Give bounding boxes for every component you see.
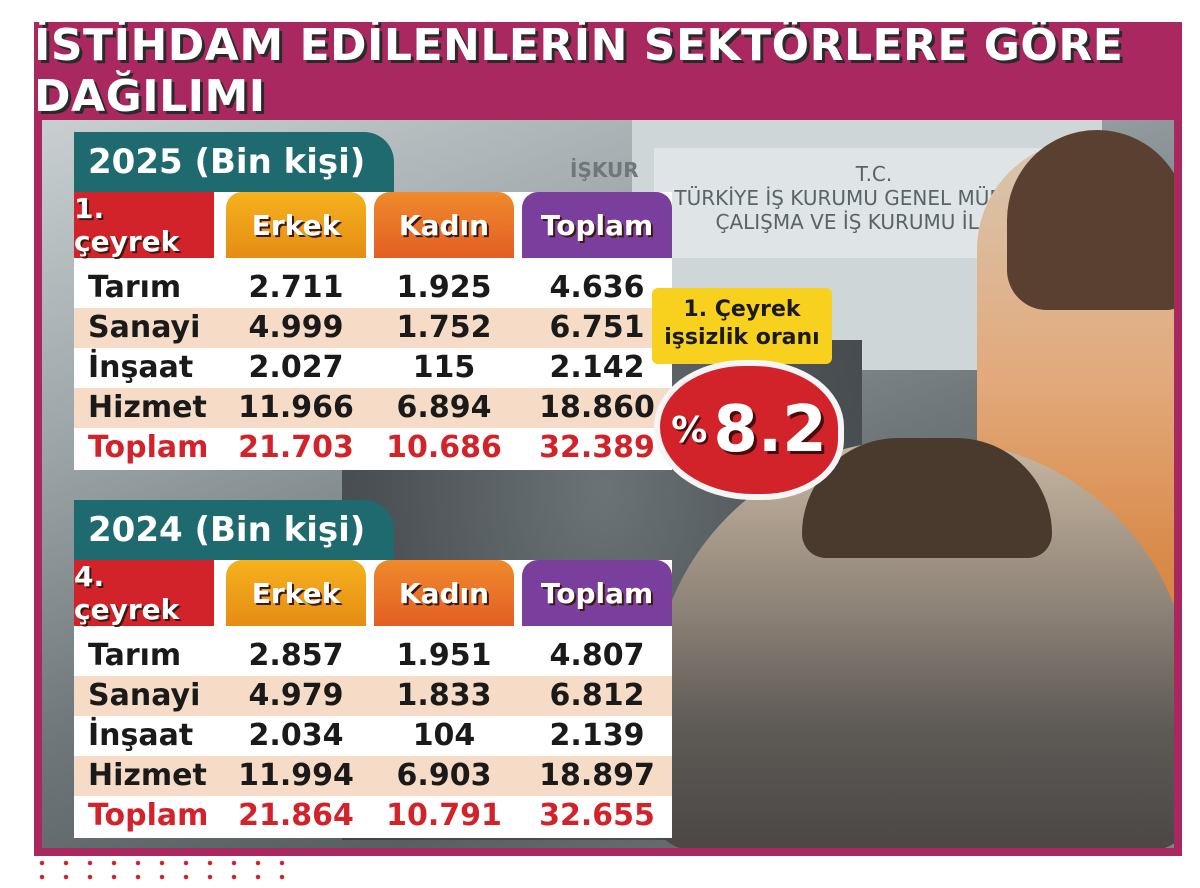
row-label: İnşaat [88,718,194,753]
table-row: Sanayi 4.999 1.752 6.751 [74,308,672,348]
table-2025: 1. çeyrek Erkek Kadın Toplam Tarım 2.711 1… [74,192,672,470]
cell-erkek: 2.711 [248,270,344,305]
percent-sign: % [671,409,708,451]
row-label: Tarım [88,270,182,305]
unemployment-badge-label: 1. Çeyrek işsizlik oranı [652,288,832,364]
column-header-kadin: Kadın [374,560,514,626]
cell-kadin: 10.686 [386,430,502,465]
table-row: Toplam 21.864 10.791 32.655 [74,796,672,836]
year-label-2025: 2025 (Bin kişi) [74,132,394,192]
cell-erkek: 4.999 [248,310,344,345]
decorative-dots [30,856,290,886]
table-row: İnşaat 2.027 115 2.142 [74,348,672,388]
table-row: Tarım 2.711 1.925 4.636 [74,268,672,308]
cell-erkek: 11.994 [238,758,354,793]
cell-kadin: 115 [412,350,476,385]
table-row: Toplam 21.703 10.686 32.389 [74,428,672,468]
row-label: İnşaat [88,350,194,385]
column-header-erkek: Erkek [226,560,366,626]
cell-toplam: 2.142 [549,350,645,385]
table-row: Sanayi 4.979 1.833 6.812 [74,676,672,716]
badge-label-line-1: 1. Çeyrek [683,297,801,322]
iskur-logo: İŞKUR [570,158,639,182]
cell-toplam: 6.751 [549,310,645,345]
cell-toplam: 32.389 [539,430,655,465]
row-label: Sanayi [88,310,201,345]
unemployment-rate-badge: % 8.2 [654,360,844,500]
cell-erkek: 21.703 [238,430,354,465]
row-label: Tarım [88,638,182,673]
woman-hair [1007,130,1174,310]
cell-kadin: 1.951 [396,638,492,673]
cell-toplam: 4.807 [549,638,645,673]
year-label-2024: 2024 (Bin kişi) [74,500,394,560]
cell-erkek: 21.864 [238,798,354,833]
cell-erkek: 4.979 [248,678,344,713]
period-header: 1. çeyrek [74,192,214,258]
cell-kadin: 1.925 [396,270,492,305]
cell-kadin: 10.791 [386,798,502,833]
cell-erkek: 11.966 [238,390,354,425]
cell-toplam: 6.812 [549,678,645,713]
column-header-toplam: Toplam [522,560,672,626]
table-row: Tarım 2.857 1.951 4.807 [74,636,672,676]
row-label: Toplam [88,798,209,833]
cell-toplam: 18.860 [539,390,655,425]
row-label: Hizmet [88,390,207,425]
cell-kadin: 104 [412,718,476,753]
cell-toplam: 18.897 [539,758,655,793]
column-header-toplam: Toplam [522,192,672,258]
table-row: İnşaat 2.034 104 2.139 [74,716,672,756]
row-label: Sanayi [88,678,201,713]
cell-kadin: 6.894 [396,390,492,425]
table-row: Hizmet 11.966 6.894 18.860 [74,388,672,428]
cell-erkek: 2.034 [248,718,344,753]
cell-erkek: 2.857 [248,638,344,673]
cell-kadin: 6.903 [396,758,492,793]
man-hair [802,438,1052,558]
cell-toplam: 32.655 [539,798,655,833]
cell-kadin: 1.833 [396,678,492,713]
unemployment-rate-value: 8.2 [713,393,827,467]
badge-label-line-2: işsizlik oranı [664,325,820,350]
infographic-title: İSTİHDAM EDİLENLERİN SEKTÖRLERE GÖRE DAĞ… [34,20,1124,122]
column-header-erkek: Erkek [226,192,366,258]
column-header-kadin: Kadın [374,192,514,258]
row-label: Toplam [88,430,209,465]
table-2024: 4. çeyrek Erkek Kadın Toplam Tarım 2.857 1… [74,560,672,838]
period-header: 4. çeyrek [74,560,214,626]
row-label: Hizmet [88,758,207,793]
cell-toplam: 4.636 [549,270,645,305]
cell-toplam: 2.139 [549,718,645,753]
sign-line-1: T.C. [855,162,893,186]
table-row: Hizmet 11.994 6.903 18.897 [74,756,672,796]
cell-kadin: 1.752 [396,310,492,345]
infographic-frame: İSTİHDAM EDİLENLERİN SEKTÖRLERE GÖRE DAĞ… [34,20,1182,856]
cell-erkek: 2.027 [248,350,344,385]
